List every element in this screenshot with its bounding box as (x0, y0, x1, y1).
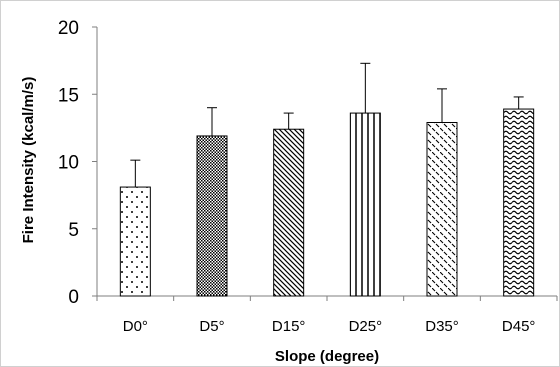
bar-5 (426, 121, 458, 297)
error-bars (130, 62, 524, 188)
x-tick-label: D45° (502, 318, 536, 335)
y-axis-ticks: 0 5 10 15 20 (58, 18, 97, 308)
x-tick-label: D5° (199, 318, 224, 335)
x-tick-label: D35° (425, 318, 459, 335)
bar-2 (196, 135, 228, 297)
bar-4 (349, 112, 381, 297)
bar-1 (119, 186, 151, 297)
x-axis-ticks: D0° D5° D15° D25° D35° D45° (96, 296, 558, 335)
y-tick-label: 0 (68, 287, 79, 308)
bars (119, 108, 535, 297)
x-tick-label: D15° (272, 318, 306, 335)
y-tick-label: 15 (58, 85, 79, 106)
y-tick-label: 10 (58, 153, 79, 174)
y-tick-label: 20 (58, 18, 79, 39)
bar-6 (503, 108, 535, 297)
y-axis-title: Fire Intensity (kcal/m/s) (20, 77, 37, 244)
y-tick-label: 5 (68, 220, 79, 241)
x-tick-label: D0° (123, 318, 148, 335)
bar-3 (273, 128, 305, 297)
x-axis-title: Slope (degree) (275, 348, 379, 365)
x-tick-label: D25° (349, 318, 383, 335)
